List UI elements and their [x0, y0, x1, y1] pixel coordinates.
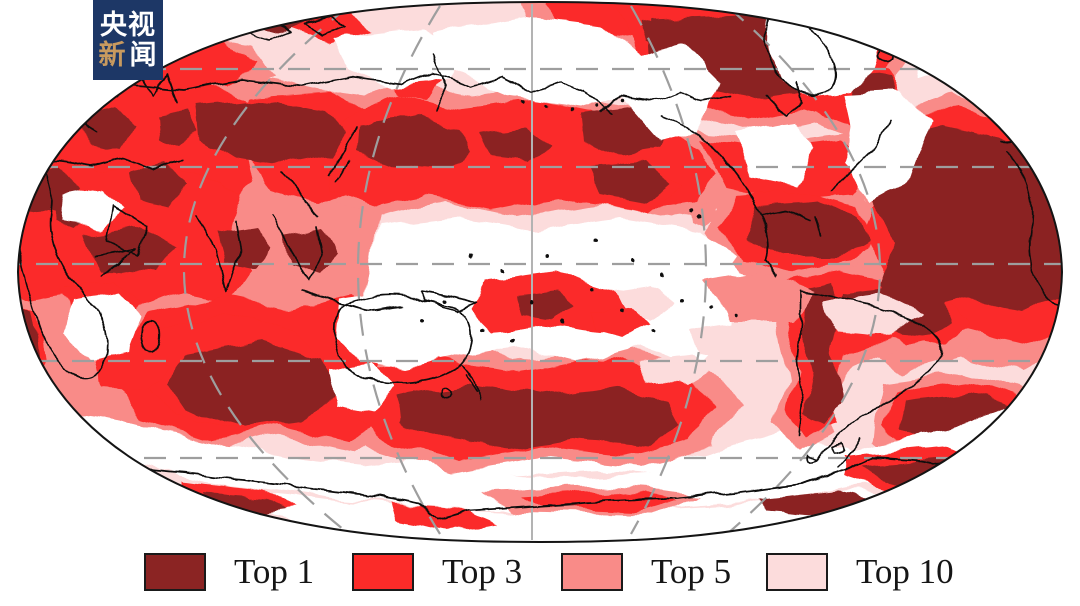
legend-item-top1: Top 1 [144, 552, 314, 592]
legend-label-top3: Top 3 [442, 552, 523, 591]
legend-item-top10: Top 10 [766, 552, 954, 592]
legend-item-top5: Top 5 [561, 552, 731, 592]
legend-swatch-top5 [561, 553, 623, 591]
island-dots [420, 99, 738, 343]
logo-char-xin: 新 [98, 39, 127, 70]
map-legend: Top 1 Top 3 Top 5 Top 10 [0, 552, 1080, 598]
logo-line-1: 央视 [100, 9, 156, 40]
cctv-news-logo: 央视 新 闻 [93, 0, 163, 80]
logo-char-wen: 闻 [129, 39, 158, 70]
world-map-svg [16, 0, 1064, 544]
logo-line-2: 新 闻 [98, 39, 158, 70]
legend-swatch-top1 [144, 553, 206, 591]
legend-swatch-top10 [766, 553, 828, 591]
legend-label-top10: Top 10 [856, 552, 954, 591]
legend-swatch-top3 [352, 553, 414, 591]
graticule [18, 4, 1062, 540]
globe-outline [16, 0, 1064, 544]
legend-label-top5: Top 5 [651, 552, 732, 591]
legend-item-top3: Top 3 [352, 552, 522, 592]
legend-label-top1: Top 1 [234, 552, 315, 591]
world-map [16, 0, 1064, 544]
